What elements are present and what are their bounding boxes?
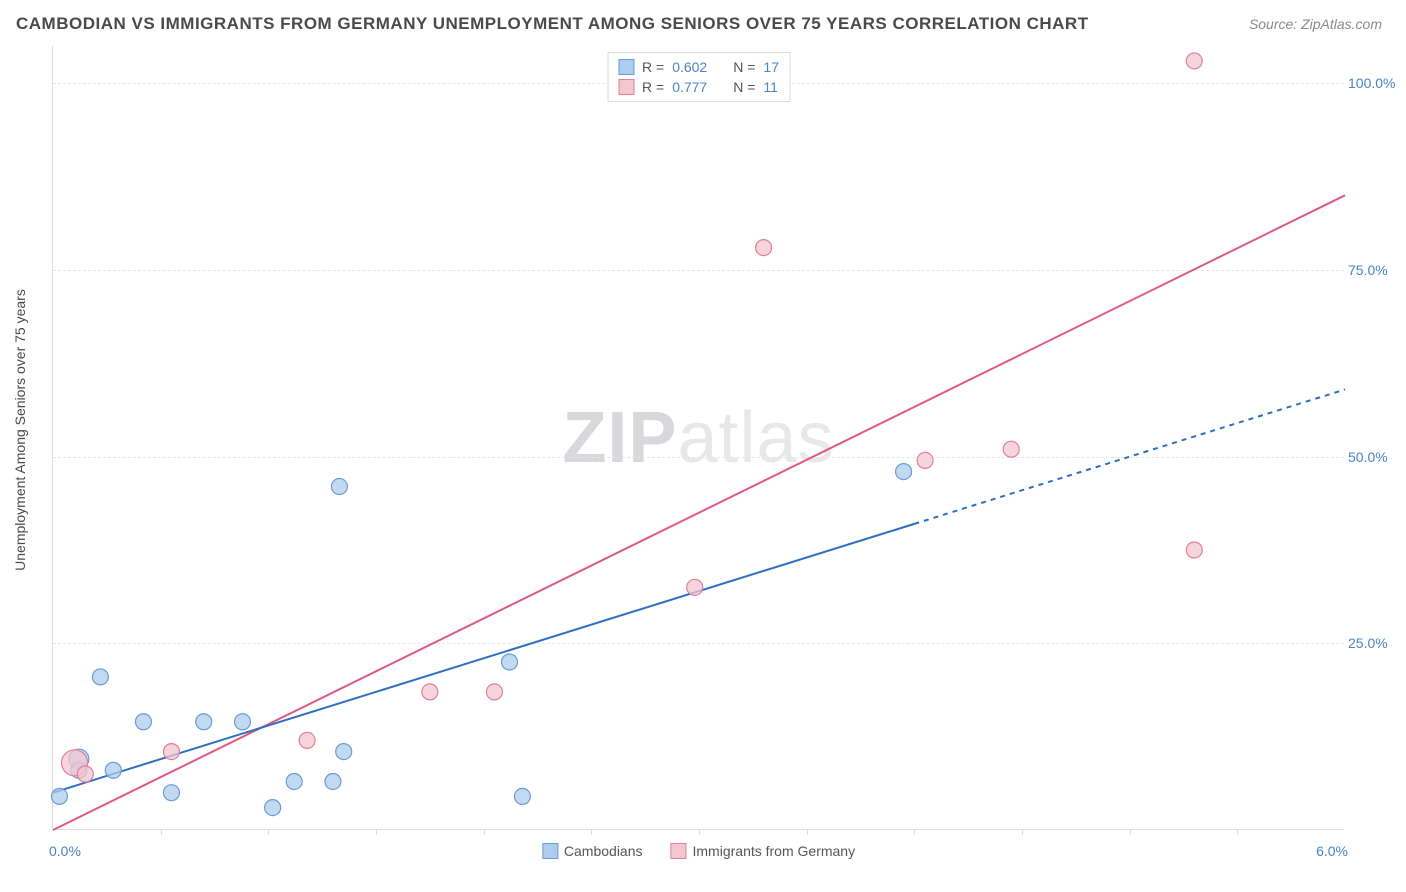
data-point-cambodians [896, 464, 912, 480]
data-point-cambodians [331, 479, 347, 495]
scatter-chart [53, 46, 1344, 829]
r-label: R = [642, 59, 664, 75]
trend-line-ext-cambodians [914, 389, 1345, 523]
x-minor-tick [807, 829, 808, 835]
x-minor-tick [1237, 829, 1238, 835]
data-point-cambodians [135, 714, 151, 730]
y-tick-label: 75.0% [1348, 262, 1400, 278]
stats-row-germany: R = 0.777 N = 11 [618, 77, 779, 97]
plot-area: ZIPatlas 25.0%50.0%75.0%100.0% R = 0.602… [52, 46, 1344, 830]
data-point-cambodians [92, 669, 108, 685]
series-legend: Cambodians Immigrants from Germany [542, 843, 855, 859]
swatch-germany [618, 79, 634, 95]
y-tick-label: 100.0% [1348, 75, 1400, 91]
data-point-germany [1003, 441, 1019, 457]
x-minor-tick [591, 829, 592, 835]
data-point-cambodians [163, 785, 179, 801]
data-point-germany [917, 452, 933, 468]
x-minor-tick [1022, 829, 1023, 835]
data-point-germany [1186, 53, 1202, 69]
trend-line-cambodians [53, 524, 914, 793]
data-point-germany [1186, 542, 1202, 558]
x-minor-tick [268, 829, 269, 835]
y-tick-label: 25.0% [1348, 635, 1400, 651]
r-value-cambodians: 0.602 [672, 59, 707, 75]
n-label: N = [733, 79, 755, 95]
r-label: R = [642, 79, 664, 95]
data-point-cambodians [234, 714, 250, 730]
stats-row-cambodians: R = 0.602 N = 17 [618, 57, 779, 77]
x-axis-max-label: 6.0% [1316, 843, 1348, 859]
data-point-germany [756, 240, 772, 256]
data-point-cambodians [196, 714, 212, 730]
data-point-germany [77, 766, 93, 782]
data-point-cambodians [514, 788, 530, 804]
x-minor-tick [376, 829, 377, 835]
x-axis-origin-label: 0.0% [49, 843, 81, 859]
data-point-cambodians [286, 773, 302, 789]
n-value-germany: 11 [763, 79, 778, 95]
data-point-cambodians [51, 788, 67, 804]
legend-label-cambodians: Cambodians [564, 843, 643, 859]
data-point-germany [486, 684, 502, 700]
chart-title: CAMBODIAN VS IMMIGRANTS FROM GERMANY UNE… [16, 14, 1089, 34]
r-value-germany: 0.777 [672, 79, 707, 95]
stats-legend: R = 0.602 N = 17 R = 0.777 N = 11 [607, 52, 790, 102]
x-minor-tick [484, 829, 485, 835]
data-point-cambodians [336, 744, 352, 760]
data-point-cambodians [105, 762, 121, 778]
data-point-germany [687, 579, 703, 595]
data-point-cambodians [265, 800, 281, 816]
data-point-germany [422, 684, 438, 700]
swatch-cambodians [542, 843, 558, 859]
y-tick-label: 50.0% [1348, 449, 1400, 465]
source-attribution: Source: ZipAtlas.com [1249, 16, 1382, 32]
data-point-germany [163, 744, 179, 760]
legend-item-germany: Immigrants from Germany [671, 843, 856, 859]
data-point-cambodians [325, 773, 341, 789]
legend-item-cambodians: Cambodians [542, 843, 643, 859]
legend-label-germany: Immigrants from Germany [693, 843, 856, 859]
data-point-germany [299, 732, 315, 748]
trend-line-germany [53, 195, 1345, 830]
y-axis-label: Unemployment Among Seniors over 75 years [12, 289, 28, 571]
x-minor-tick [699, 829, 700, 835]
n-value-cambodians: 17 [763, 59, 779, 75]
x-minor-tick [1130, 829, 1131, 835]
x-minor-tick [161, 829, 162, 835]
n-label: N = [733, 59, 755, 75]
data-point-cambodians [502, 654, 518, 670]
swatch-germany [671, 843, 687, 859]
swatch-cambodians [618, 59, 634, 75]
x-minor-tick [914, 829, 915, 835]
